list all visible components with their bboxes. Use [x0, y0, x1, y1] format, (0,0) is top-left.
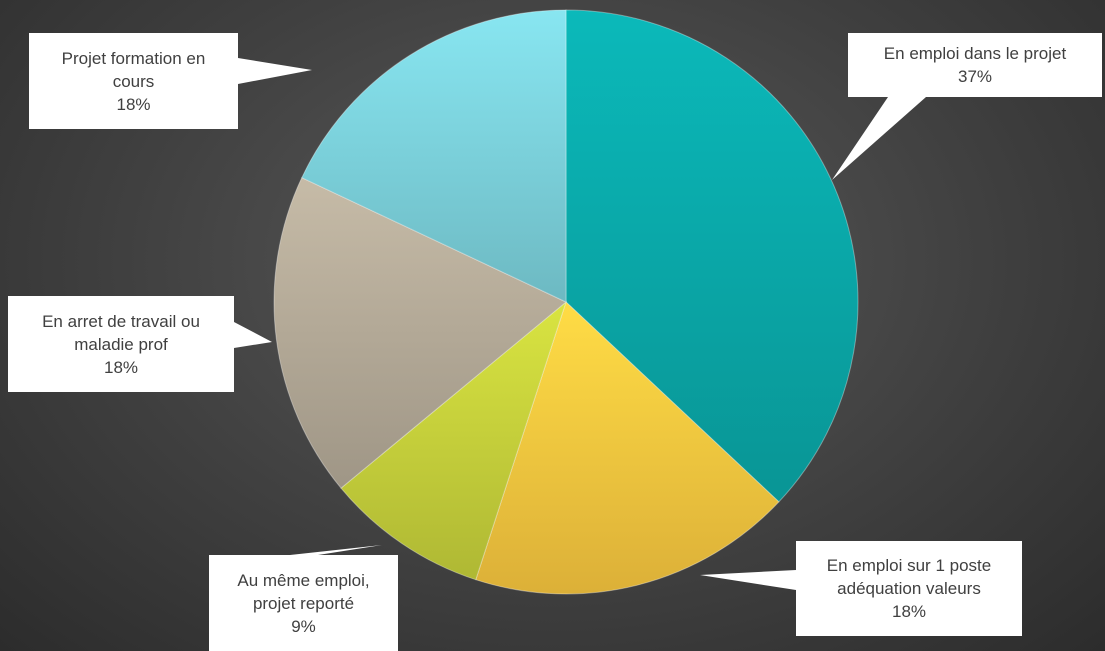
pointer-arret-travail [234, 322, 272, 348]
pointer-projet-formation [238, 58, 312, 84]
label-percent: 18% [116, 94, 151, 114]
label-en-emploi-poste: En emploi sur 1 poste adéquation valeurs… [796, 541, 1022, 636]
pie-slice [565, 9, 859, 503]
label-arret-travail: En arret de travail ou maladie prof 18% [8, 296, 234, 392]
label-projet-formation: Projet formation en cours 18% [29, 33, 238, 129]
label-percent: 9% [291, 616, 316, 636]
label-line: maladie prof [74, 334, 168, 354]
label-percent: 37% [957, 67, 993, 86]
label-line: En emploi sur 1 poste [826, 556, 992, 575]
pie-slice [475, 301, 780, 595]
label-line: En emploi dans le projet [883, 44, 1067, 63]
pie-slice [301, 9, 567, 303]
pointer-en-emploi-projet [832, 97, 926, 180]
pointer-meme-emploi [290, 545, 382, 555]
label-line: projet reporté [252, 593, 355, 613]
pointer-en-emploi-poste [700, 570, 796, 590]
label-percent: 18% [891, 602, 927, 621]
pie-slice [340, 300, 568, 581]
label-line: adéquation valeurs [837, 579, 981, 598]
label-percent: 18% [103, 357, 139, 377]
label-en-emploi-projet: En emploi dans le projet 37% [848, 33, 1102, 97]
label-line: Au même emploi, [237, 570, 370, 590]
pie-slice [273, 177, 567, 489]
label-line: cours [112, 71, 155, 91]
label-meme-emploi: Au même emploi, projet reporté 9% [209, 555, 398, 651]
label-line: En arret de travail ou [42, 311, 200, 331]
label-line: Projet formation en [61, 48, 206, 68]
